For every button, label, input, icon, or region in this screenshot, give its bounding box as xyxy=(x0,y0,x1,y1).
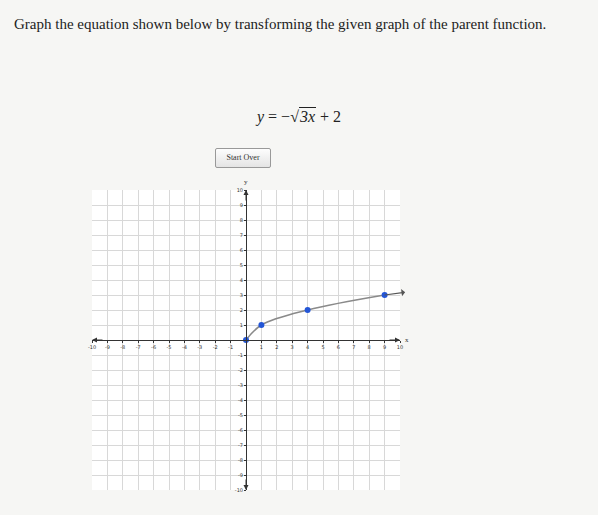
svg-text:-3: -3 xyxy=(238,382,243,388)
svg-text:2: 2 xyxy=(240,307,243,313)
svg-text:-5: -5 xyxy=(167,344,172,350)
svg-text:7: 7 xyxy=(352,344,355,350)
svg-text:5: 5 xyxy=(240,262,243,268)
svg-text:-9: -9 xyxy=(238,472,243,478)
html-text:Graph the equation shown below: Graph the equation shown below by transf… xyxy=(14,16,547,32)
svg-text:4: 4 xyxy=(240,277,243,283)
svg-text:8: 8 xyxy=(368,344,371,350)
html-text:Start Over: Start Over xyxy=(226,153,260,162)
svg-text:-10: -10 xyxy=(88,344,96,350)
svg-text:5: 5 xyxy=(321,344,324,350)
svg-text:-5: -5 xyxy=(238,412,243,418)
svg-text:-7: -7 xyxy=(238,442,243,448)
svg-text:-4: -4 xyxy=(238,397,243,403)
svg-text:-10: -10 xyxy=(235,487,243,493)
svg-text:1: 1 xyxy=(240,322,243,328)
svg-text:-9: -9 xyxy=(105,344,110,350)
svg-text:1: 1 xyxy=(260,344,263,350)
svg-text:-7: -7 xyxy=(136,344,141,350)
svg-text:6: 6 xyxy=(240,247,243,253)
svg-text:-2: -2 xyxy=(213,344,218,350)
svg-text:9: 9 xyxy=(240,202,243,208)
svg-text:3: 3 xyxy=(291,344,294,350)
svg-text:-4: -4 xyxy=(182,344,187,350)
svg-text:-3: -3 xyxy=(197,344,202,350)
svg-text:9: 9 xyxy=(383,344,386,350)
svg-text:10: 10 xyxy=(397,344,403,350)
svg-text:-1: -1 xyxy=(238,352,243,358)
svg-text:6: 6 xyxy=(337,344,340,350)
svg-text:8: 8 xyxy=(240,217,243,223)
html-text:y = − √ 3x + 2: y = − √ 3x + 2 xyxy=(257,108,341,125)
svg-text:y: y xyxy=(244,178,248,186)
svg-text:2: 2 xyxy=(275,344,278,350)
svg-text:3: 3 xyxy=(240,292,243,298)
svg-text:-6: -6 xyxy=(151,344,156,350)
svg-text:-8: -8 xyxy=(238,457,243,463)
svg-text:4: 4 xyxy=(306,344,309,350)
svg-text:7: 7 xyxy=(240,232,243,238)
svg-text:-1: -1 xyxy=(228,344,233,350)
svg-text:10: 10 xyxy=(237,187,243,193)
svg-text:-2: -2 xyxy=(238,367,243,373)
svg-text:-6: -6 xyxy=(238,427,243,433)
svg-text:-8: -8 xyxy=(120,344,125,350)
svg-text:x: x xyxy=(405,336,409,344)
